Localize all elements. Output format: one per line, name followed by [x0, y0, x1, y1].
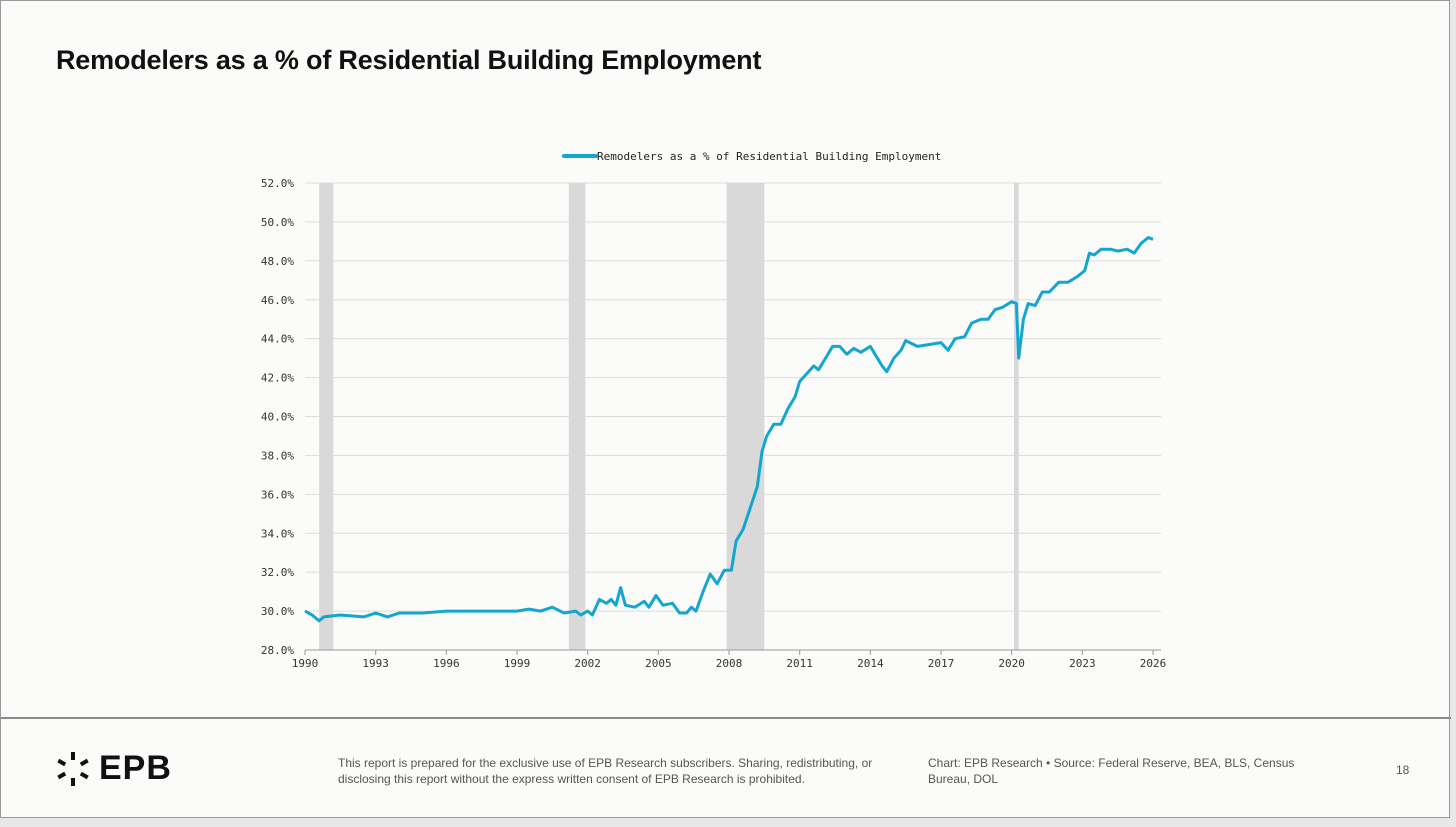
footer-divider	[1, 717, 1451, 719]
y-tick-label: 42.0%	[261, 372, 294, 385]
page-title: Remodelers as a % of Residential Buildin…	[56, 45, 762, 75]
recession-band	[726, 183, 765, 650]
y-tick-label: 40.0%	[261, 411, 294, 424]
y-tick-label: 38.0%	[261, 449, 294, 462]
y-tick-label: 32.0%	[261, 566, 294, 579]
y-tick-label: 28.0%	[261, 644, 294, 657]
y-tick-label: 52.0%	[261, 177, 294, 190]
x-tick-label: 2002	[574, 657, 601, 670]
recession-band	[568, 183, 586, 650]
y-tick-label: 34.0%	[261, 527, 294, 540]
x-tick-label: 1993	[362, 657, 389, 670]
y-tick-label: 36.0%	[261, 488, 294, 501]
logo-text: EPB	[99, 749, 172, 787]
x-tick-label: 2023	[1069, 657, 1096, 670]
y-tick-label: 50.0%	[261, 216, 294, 229]
page-number: 18	[1396, 763, 1410, 777]
x-tick-label: 2017	[928, 657, 955, 670]
x-tick-label: 1999	[504, 657, 531, 670]
recession-band	[1014, 183, 1019, 650]
disclaimer-text: This report is prepared for the exclusiv…	[338, 756, 873, 786]
x-tick-label: 1990	[292, 657, 319, 670]
epb-logo-icon	[57, 751, 89, 786]
x-tick-label: 2008	[716, 657, 743, 670]
y-tick-label: 46.0%	[261, 294, 294, 307]
series-line	[304, 236, 1154, 623]
epb-logo: EPB	[55, 749, 172, 788]
x-tick-label: 2020	[998, 657, 1025, 670]
x-tick-label: 2014	[857, 657, 884, 670]
x-tick-label: 1996	[433, 657, 460, 670]
line-chart: 28.0% 30.0% 32.0% 34.0% 36.0% 38.0% 40.0% 42.0%…	[261, 150, 1167, 670]
x-tick-label: 2026	[1140, 657, 1167, 670]
source-text: Chart: EPB Research • Source: Federal Re…	[928, 756, 1295, 786]
y-tick-label: 48.0%	[261, 255, 294, 268]
x-tick-label: 2011	[786, 657, 813, 670]
recession-band	[319, 183, 334, 650]
legend-label: Remodelers as a % of Residential Buildin…	[597, 150, 941, 163]
x-tick-label: 2005	[645, 657, 672, 670]
y-tick-label: 44.0%	[261, 333, 294, 346]
y-tick-label: 30.0%	[261, 605, 294, 618]
